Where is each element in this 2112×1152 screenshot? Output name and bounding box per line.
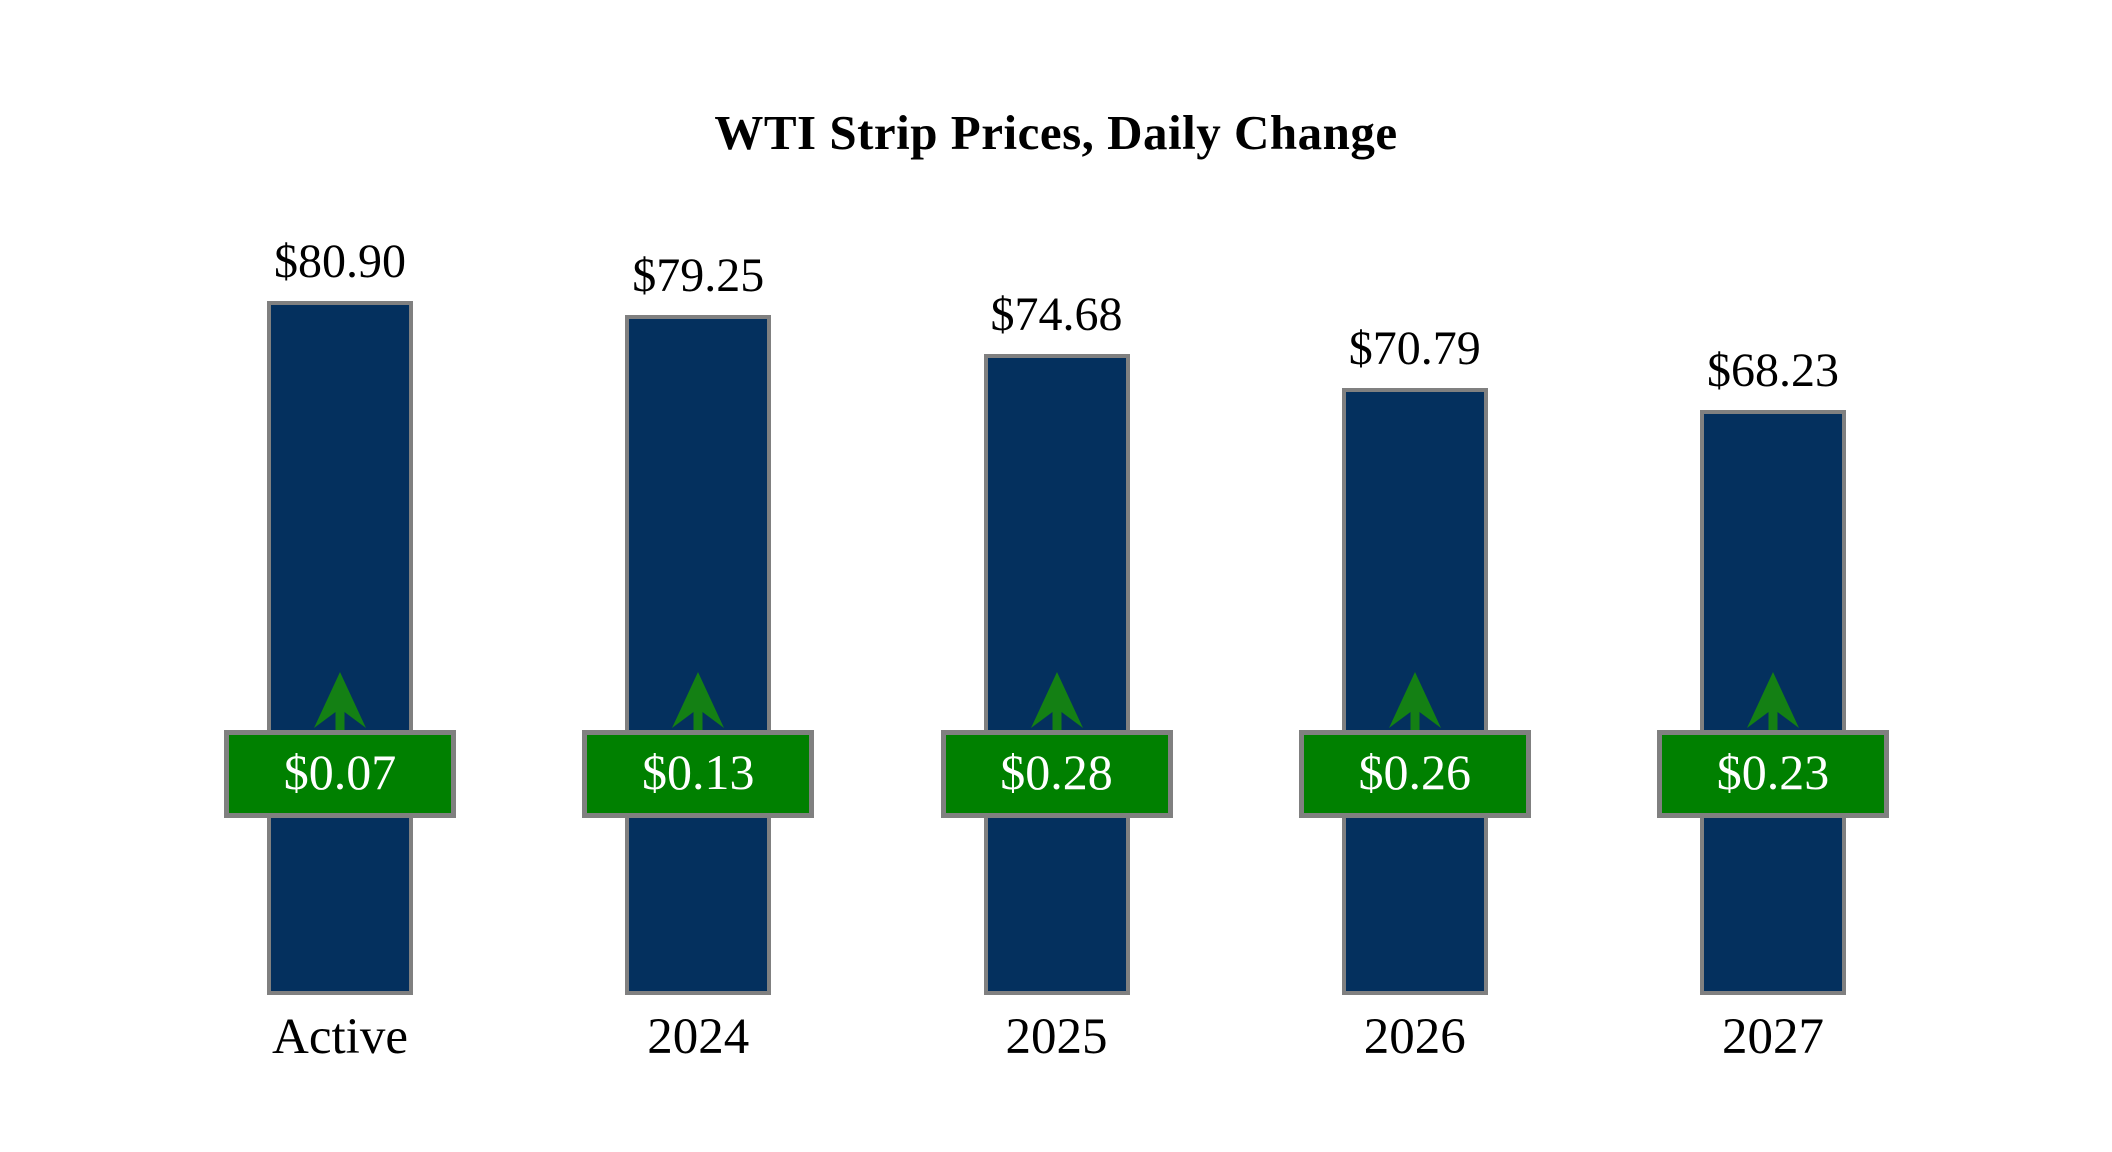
up-arrow-icon xyxy=(314,672,366,730)
daily-change-badge: $0.26 xyxy=(1298,730,1531,818)
bar-value-label: $79.25 xyxy=(632,249,765,302)
up-arrow-icon xyxy=(672,672,725,730)
daily-change-badge: $0.28 xyxy=(940,730,1173,818)
bar-value-label: $70.79 xyxy=(1348,322,1481,375)
daily-change-badge: $0.07 xyxy=(224,730,456,818)
daily-change-badge: $0.23 xyxy=(1657,730,1889,818)
daily-change-label: $0.26 xyxy=(1358,744,1472,800)
bar-value-label: $74.68 xyxy=(990,288,1123,341)
daily-change-label: $0.13 xyxy=(642,744,755,800)
daily-change-label: $0.07 xyxy=(283,744,397,800)
category-label: 2024 xyxy=(647,1009,750,1065)
price-bar xyxy=(625,315,772,995)
daily-change-label: $0.28 xyxy=(1000,744,1113,800)
up-arrow-icon xyxy=(1747,672,1799,730)
daily-change-badge: $0.13 xyxy=(582,730,815,818)
up-arrow-icon xyxy=(1388,672,1441,730)
chart-title: WTI Strip Prices, Daily Change xyxy=(714,105,1398,160)
price-bar xyxy=(267,301,413,995)
bar-value-label: $68.23 xyxy=(1707,344,1839,397)
category-label: Active xyxy=(272,1009,408,1065)
category-label: 2026 xyxy=(1363,1009,1466,1065)
daily-change-label: $0.23 xyxy=(1716,744,1830,800)
bar-value-label: $80.90 xyxy=(274,235,406,288)
up-arrow-icon xyxy=(1030,672,1083,730)
category-label: 2025 xyxy=(1005,1009,1108,1065)
category-label: 2027 xyxy=(1722,1009,1824,1065)
